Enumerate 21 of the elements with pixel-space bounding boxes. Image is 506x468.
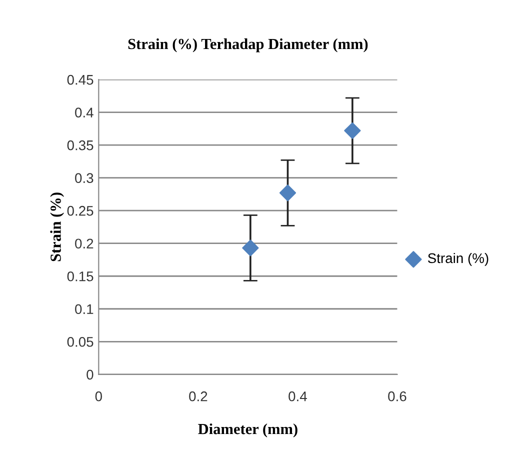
x-axis-title: Diameter (mm) — [198, 423, 298, 438]
y-tick-label: 0.3 — [75, 173, 94, 184]
y-tick-label: 0.45 — [67, 74, 94, 85]
point — [242, 240, 259, 256]
y-axis-title: Strain (%) — [50, 192, 64, 262]
y-tick-label: 0.1 — [75, 304, 94, 314]
y-tick-label: 0.05 — [67, 336, 94, 347]
x-tick-label: 0.2 — [189, 391, 208, 402]
y-tick-label: 0 — [86, 370, 94, 380]
x-tick-label: 0.6 — [388, 391, 406, 402]
y-tick-label: 0.15 — [67, 271, 94, 282]
x-tick-label: 0 — [95, 391, 102, 402]
point — [344, 122, 361, 139]
x-tick-label: 0.4 — [288, 391, 307, 402]
y-tick-label: 0.25 — [67, 206, 94, 216]
legend-label: Strain (%) — [428, 252, 488, 266]
chart-title: Strain (%) Terhadap Diameter (mm) — [128, 38, 368, 52]
point — [279, 184, 296, 202]
y-tick-label: 0.4 — [75, 108, 94, 118]
y-tick-label: 0.35 — [67, 140, 94, 150]
y-tick-label: 0.2 — [75, 238, 94, 249]
